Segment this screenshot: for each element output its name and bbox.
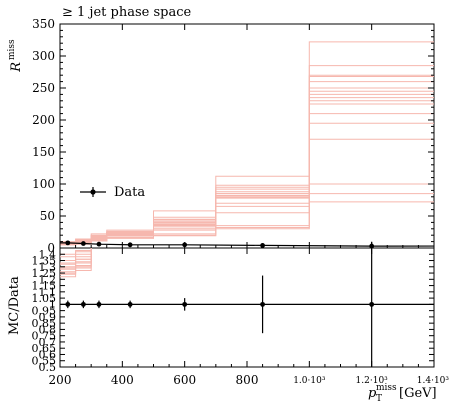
ratio-y-tick-label: 1.15 [32, 280, 57, 293]
main-y-axis-label: R miss [7, 39, 24, 73]
y-tick-label: 50 [40, 209, 55, 223]
y-label-sup: miss [7, 39, 17, 60]
main-x-ticks [59, 24, 435, 248]
ratio-y-tick-label: 0.5 [39, 361, 57, 374]
mc-variation-line [60, 65, 434, 244]
x-tick-label: 1.4·10³ [417, 376, 450, 386]
ratio-data-point [369, 301, 375, 307]
y-tick-label: 100 [32, 177, 55, 191]
ratio-data-series [60, 241, 434, 367]
data-point [65, 240, 71, 246]
mc-variation-line [60, 122, 434, 245]
ratio-data-point [260, 301, 265, 307]
x-label-p: p [368, 386, 377, 401]
ratio-y-tick-label: 1.3 [39, 261, 57, 274]
ratio-mc-variation-line [60, 248, 92, 255]
ratio-mc-variations [60, 248, 92, 278]
ratio-y-tick-label: 0.65 [32, 342, 57, 355]
x-tick-label: 1.0·10³ [293, 376, 326, 386]
x-label-unit: [GeV] [399, 386, 437, 401]
ratio-y-tick-label: 0.55 [32, 355, 57, 368]
ratio-y-tick-label: 0.95 [32, 305, 57, 318]
x-axis-label: p T miss [GeV] [368, 383, 437, 404]
ratio-y-tick-label: 0.6 [39, 348, 57, 361]
y-tick-label: 300 [32, 49, 55, 63]
ratio-y-tick-label: 0.75 [32, 330, 57, 343]
ratio-data-point [182, 301, 188, 307]
ratio-y-tick-label: 0.7 [39, 336, 57, 349]
ratio-y-tick-label: 1.25 [32, 267, 57, 280]
ratio-y-tick-label: 1.1 [39, 286, 57, 299]
legend-label-data: Data [114, 185, 145, 200]
data-point [127, 242, 133, 248]
main-mc-variations [60, 41, 434, 246]
data-point [80, 241, 86, 246]
y-tick-label: 150 [32, 145, 55, 159]
ratio-y-tick-label: 0.85 [32, 317, 57, 330]
y-tick-label: 350 [32, 17, 55, 31]
mc-variation-line [60, 113, 434, 245]
mc-variation-line [60, 41, 434, 243]
mc-variation-line [60, 97, 434, 244]
ratio-y-tick-label: 1.35 [32, 255, 57, 268]
ratio-y-label: MC/Data [7, 276, 22, 335]
ratio-y-tick-label: 1.4 [39, 248, 57, 261]
legend: Data [80, 185, 145, 200]
ratio-y-tick-label: 1 [49, 298, 56, 311]
x-tick-label: 1.2·10³ [356, 376, 389, 386]
mc-variation-line [60, 74, 434, 244]
ratio-mc-variation-line [60, 248, 92, 269]
ratio-y-tick-label: 0.9 [39, 311, 57, 324]
ratio-y-axis: 0.50.550.60.650.70.750.80.850.90.9511.05… [32, 248, 434, 374]
ratio-plot-frame [59, 247, 435, 368]
y-tick-label: 200 [32, 113, 55, 127]
x-label-sub: T [376, 394, 382, 404]
ratio-y-tick-label: 0.8 [39, 323, 57, 336]
ratio-data-point [127, 301, 133, 307]
mc-variation-line [60, 103, 434, 244]
main-y-axis: 0 50 100 150 200 250 300 350 [32, 17, 434, 255]
main-plot-frame [59, 23, 435, 249]
mc-variation-line [60, 93, 434, 244]
mc-variation-line [60, 87, 434, 244]
ratio-data-point [96, 301, 102, 307]
x-label-sup: miss [376, 383, 397, 393]
x-tick-label: 400 [111, 373, 134, 387]
y-tick-label: 0 [47, 241, 55, 255]
y-tick-label: 250 [32, 81, 55, 95]
mc-variation-line [60, 76, 434, 243]
x-tick-label: 200 [49, 373, 72, 387]
ratio-y-tick-label: 1.2 [39, 273, 57, 286]
data-point [96, 241, 102, 247]
mc-variation-line [60, 100, 434, 244]
chart-title: ≥ 1 jet phase space [62, 5, 191, 20]
x-tick-label: 800 [236, 373, 259, 387]
legend-marker [90, 189, 96, 195]
mc-variation-line [60, 201, 434, 246]
ratio-data-point [65, 301, 71, 307]
y-label-r: R [9, 62, 24, 73]
ratio-y-tick-label: 1.05 [32, 292, 57, 305]
x-tick-label: 600 [173, 373, 196, 387]
ratio-x-axis: 200 400 600 800 1.0·10³ 1.2·10³ 1.4·10³ [49, 248, 450, 387]
ratio-data-point [80, 301, 86, 307]
mc-variation-line [60, 81, 434, 244]
